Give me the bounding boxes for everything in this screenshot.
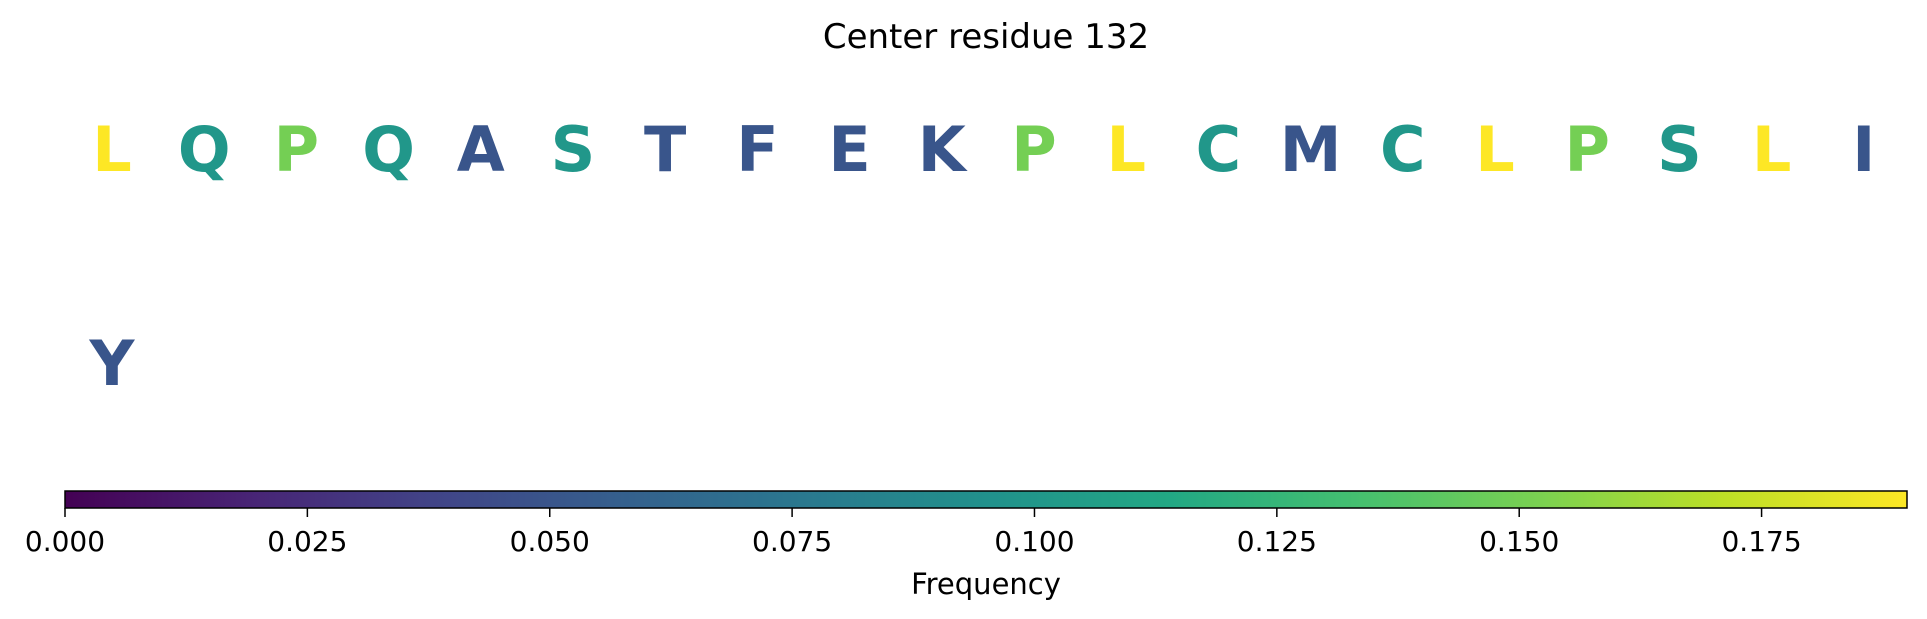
colorbar-tick-label: 0.050: [510, 525, 590, 558]
residue-letter: P: [1011, 113, 1056, 186]
colorbar-tick-label: 0.175: [1721, 525, 1801, 558]
residue-letter: Q: [178, 113, 231, 186]
colorbar-tick-label: 0.075: [752, 525, 832, 558]
residue-letter: T: [644, 113, 686, 186]
residue-letter: P: [274, 113, 319, 186]
residue-letter: C: [1196, 113, 1242, 186]
residue-letter: F: [736, 113, 778, 186]
residue-letter: L: [1752, 113, 1792, 186]
colorbar-tick-label: 0.000: [25, 525, 105, 558]
colorbar-tick-label: 0.125: [1237, 525, 1317, 558]
colorbar-tick-label: 0.150: [1479, 525, 1559, 558]
residue-letter: S: [551, 113, 596, 186]
colorbar-tick-label: 0.025: [267, 525, 347, 558]
residue-letter: E: [828, 113, 870, 186]
residue-letter: Y: [89, 327, 136, 400]
colorbar-ticks: 0.000 0.025 0.050 0.075 0.100 0.125 0.150 0.175: [25, 508, 1802, 558]
residue-letter: C: [1380, 113, 1426, 186]
residue-letter: A: [457, 113, 505, 186]
chart-title: Center residue 132: [823, 17, 1149, 57]
residue-letter: S: [1657, 113, 1702, 186]
residue-letter: L: [92, 113, 132, 186]
colorbar-tick-label: 0.100: [994, 525, 1074, 558]
residue-letter: L: [1475, 113, 1515, 186]
residue-letters: L Q P Q A S T F E K P L C M C L P S L IY: [89, 113, 1876, 400]
residue-letter: L: [1106, 113, 1146, 186]
residue-letter: K: [918, 113, 968, 186]
colorbar-label: Frequency: [911, 567, 1061, 601]
residue-letter: I: [1852, 113, 1875, 186]
residue-letter: M: [1280, 113, 1342, 186]
residue-letter: P: [1564, 113, 1609, 186]
colorbar: [64, 490, 1908, 509]
residue-letter: Q: [362, 113, 415, 186]
